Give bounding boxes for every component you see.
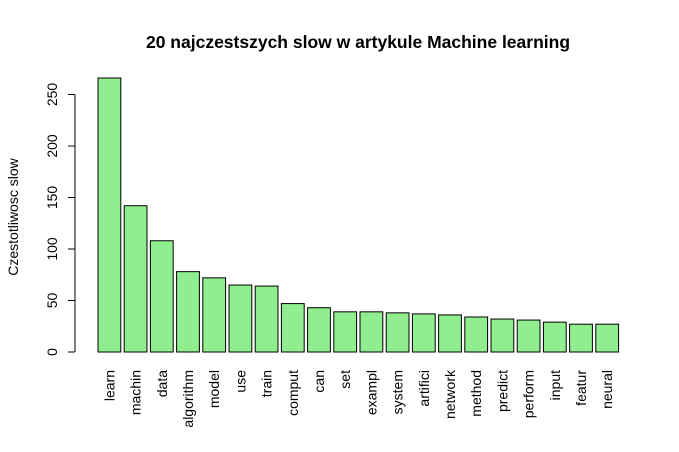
- x-tick-label: data: [154, 370, 170, 397]
- x-tick-label: method: [468, 370, 484, 417]
- bar-data: [149, 240, 174, 353]
- bar-system: [385, 312, 410, 353]
- bar-neural: [595, 323, 620, 353]
- bar-train: [254, 285, 279, 353]
- bar-set: [333, 311, 358, 353]
- bar-artifici: [411, 313, 436, 353]
- x-tick-label: network: [442, 369, 458, 419]
- x-tick-label: neural: [599, 370, 615, 409]
- chart-title: 20 najczestszych slow w artykule Machine…: [146, 32, 570, 52]
- bar-machin: [123, 205, 148, 353]
- x-tick-label: input: [547, 370, 563, 400]
- bar-use: [228, 284, 253, 353]
- y-axis-label: Czestotliwosc slow: [5, 157, 21, 275]
- bar-exampl: [359, 311, 384, 353]
- x-tick-label: learn: [101, 370, 117, 401]
- x-tick-label: system: [390, 370, 406, 414]
- x-tick-label: perform: [521, 370, 537, 418]
- x-tick-label: train: [259, 370, 275, 397]
- x-tick-label: predict: [494, 370, 510, 412]
- x-tick-label: machin: [128, 370, 144, 415]
- x-tick-label: can: [311, 370, 327, 393]
- x-tick-label: comput: [285, 370, 301, 416]
- bar-perform: [516, 319, 541, 353]
- y-tick-label: 0: [44, 348, 60, 356]
- bar-comput: [280, 303, 305, 353]
- bar-can: [307, 307, 331, 353]
- bar-learn: [97, 77, 122, 353]
- y-tick-label: 250: [44, 83, 60, 107]
- y-tick-label: 100: [44, 237, 60, 261]
- bar-featur: [569, 323, 593, 353]
- x-tick-label: use: [232, 370, 248, 393]
- y-axis: 0 50 100 150 200 250: [44, 83, 76, 356]
- bar-network: [438, 314, 462, 353]
- bar-method: [464, 316, 489, 353]
- bar-predict: [490, 318, 515, 353]
- x-tick-label: model: [206, 370, 222, 408]
- bar-model: [202, 277, 227, 353]
- x-tick-label: algorithm: [180, 370, 196, 428]
- bar-algorithm: [176, 271, 200, 353]
- y-tick-label: 50: [44, 292, 60, 308]
- x-tick-label: set: [337, 370, 353, 389]
- x-tick-label: artifici: [416, 370, 432, 407]
- y-tick-label: 200: [44, 134, 60, 158]
- y-tick-label: 150: [44, 186, 60, 210]
- bar-input: [542, 321, 567, 353]
- x-tick-label: exampl: [363, 370, 379, 415]
- x-tick-labels: learn machin data algorithm model use train com…: [101, 369, 615, 428]
- bars-group: [97, 77, 620, 353]
- x-tick-label: featur: [573, 370, 589, 406]
